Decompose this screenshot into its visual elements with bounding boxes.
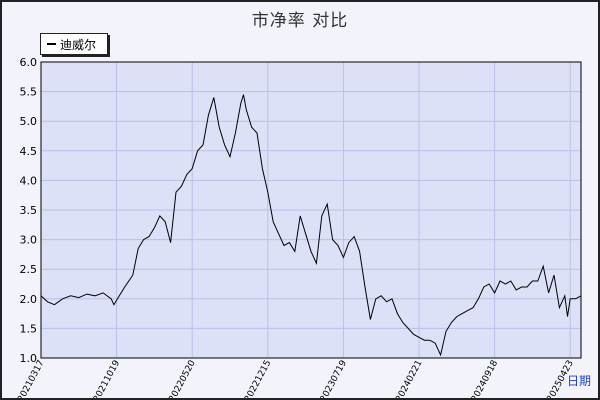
x-tick-label: 20240918 — [470, 358, 500, 398]
y-tick-label: 6.0 — [20, 56, 38, 69]
x-tick-label: 20220520 — [168, 358, 198, 398]
y-tick-label: 2.0 — [20, 293, 38, 306]
y-tick-label: 2.5 — [20, 263, 38, 276]
legend-label: 迪威尔 — [60, 37, 97, 52]
legend-swatch — [47, 43, 56, 45]
y-tick-label: 1.0 — [20, 352, 38, 365]
y-tick-label: 3.0 — [20, 234, 38, 247]
x-tick-label: 20240221 — [394, 359, 424, 398]
x-axis-label: 日期 — [567, 374, 591, 388]
x-tick-label: 20211019 — [92, 358, 122, 398]
chart-title: 市净率 对比 — [251, 11, 349, 31]
y-tick-label: 5.0 — [20, 115, 38, 128]
y-tick-label: 4.0 — [20, 174, 38, 187]
x-tick-label: 20230719 — [319, 358, 349, 398]
plot-border — [40, 61, 582, 359]
y-tick-label: 3.5 — [20, 204, 38, 217]
y-tick-label: 5.5 — [20, 86, 38, 99]
x-tick-label: 20221215 — [243, 359, 273, 398]
y-tick-label: 4.5 — [20, 145, 38, 158]
y-tick-label: 1.5 — [20, 322, 38, 335]
series-line — [40, 94, 582, 357]
legend: 迪威尔 — [40, 33, 108, 55]
